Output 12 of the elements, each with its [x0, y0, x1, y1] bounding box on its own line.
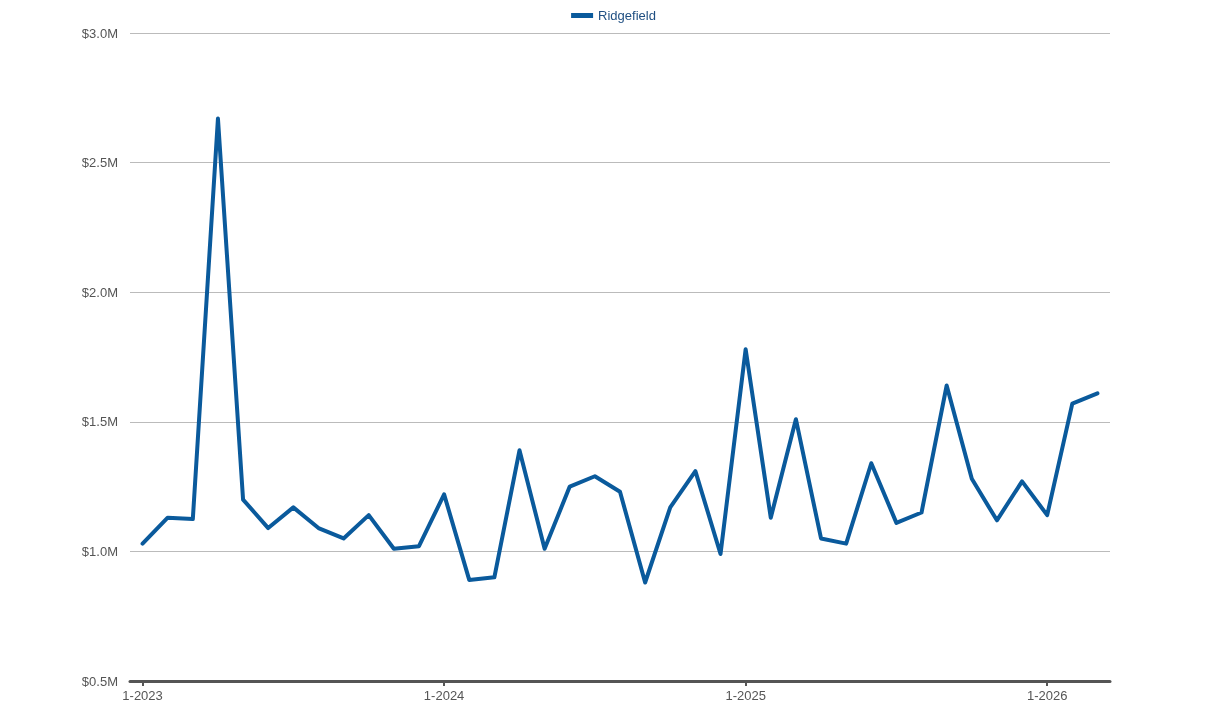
x-tick-label: 1-2026 — [1026, 688, 1068, 703]
y-tick-label: $3.0M — [81, 25, 118, 41]
y-tick-label: $1.0M — [81, 543, 118, 559]
y-tick-label: $0.5M — [81, 673, 118, 689]
legend-label: Ridgefield — [598, 8, 656, 23]
x-tick-label: 1-2024 — [423, 688, 465, 703]
x-tick-label: 1-2023 — [122, 688, 163, 703]
y-tick-label: $1.5M — [81, 414, 118, 430]
y-tick-label: $2.5M — [81, 155, 118, 171]
line-series — [140, 116, 1100, 585]
y-tick-label: $2.0M — [81, 284, 118, 300]
x-tick-label: 1-2025 — [725, 688, 766, 703]
